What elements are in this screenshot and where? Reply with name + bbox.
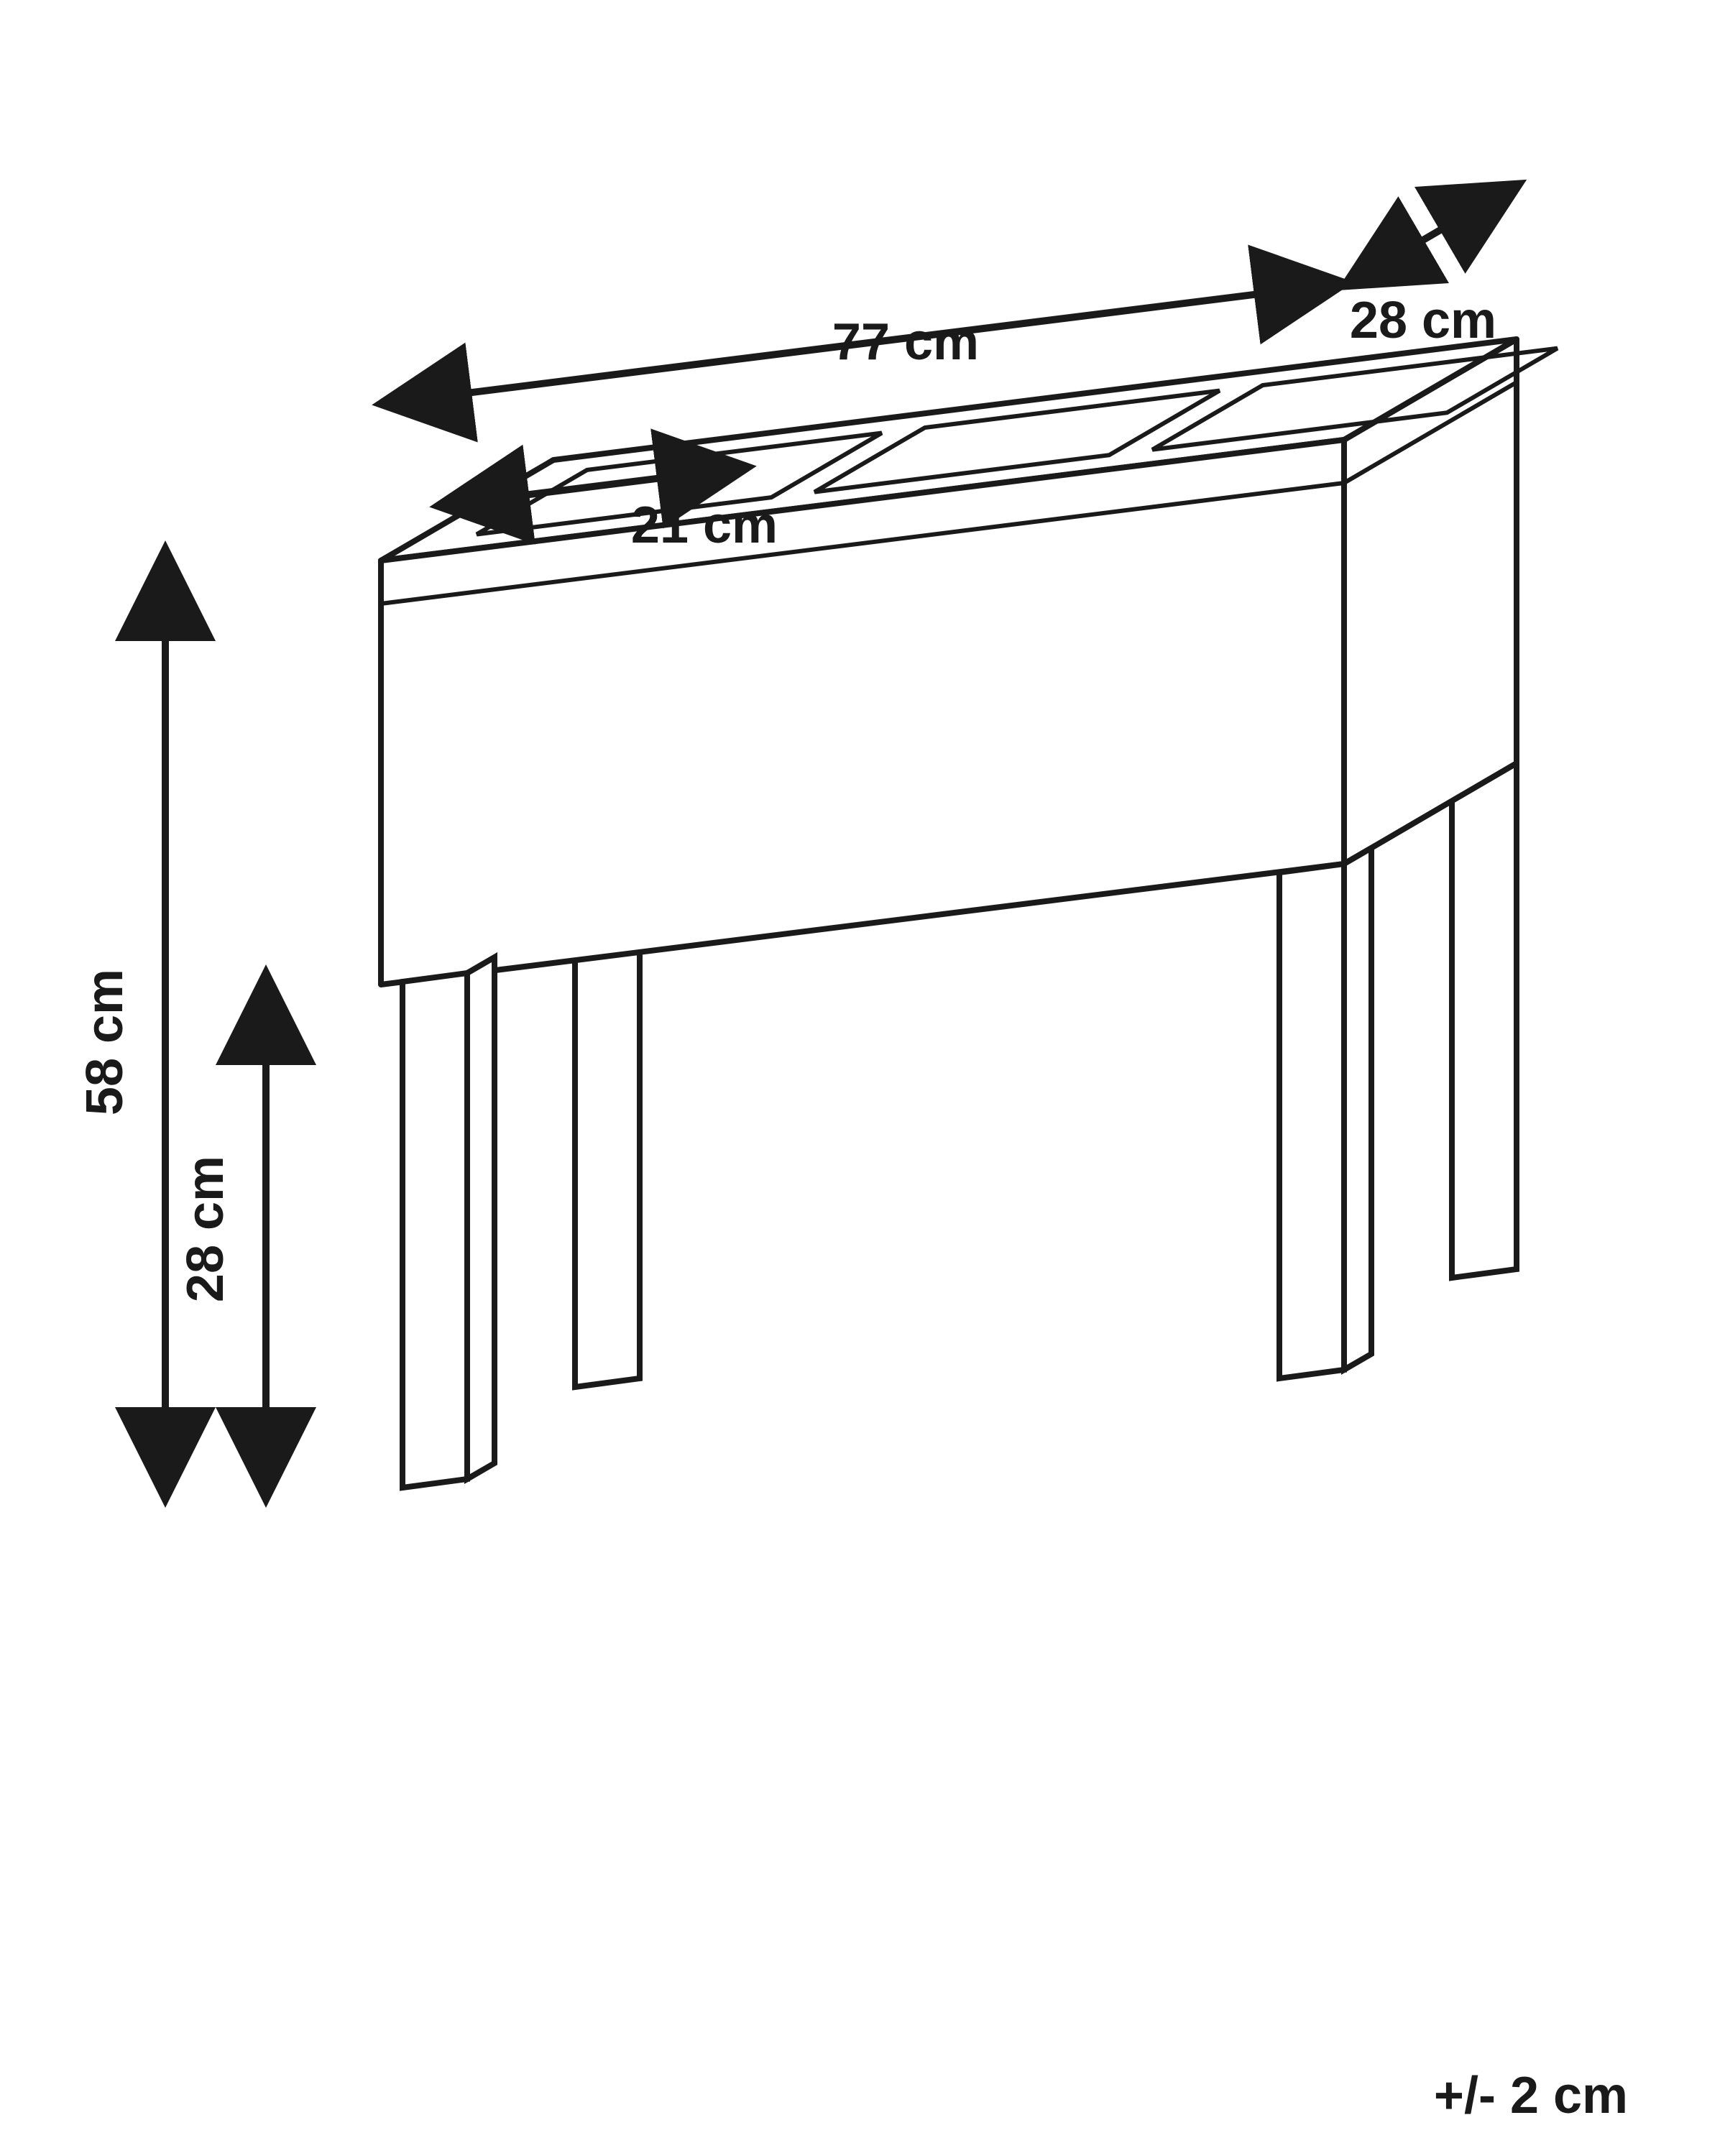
tolerance-label: +/- 2 cm [1434,2067,1628,2124]
dim-width-label: 77 cm [832,313,979,371]
dim-inner-slot-label: 21 cm [631,497,778,554]
dim-depth-label: 28 cm [1350,292,1496,349]
dimension-diagram: 77 cm 28 cm 21 cm 58 cm 28 cm +/- 2 cm [0,0,1725,2156]
dim-height-label: 58 cm [76,969,134,1115]
dim-leg-height-label: 28 cm [177,1156,234,1302]
furniture-outline [381,339,1558,1488]
